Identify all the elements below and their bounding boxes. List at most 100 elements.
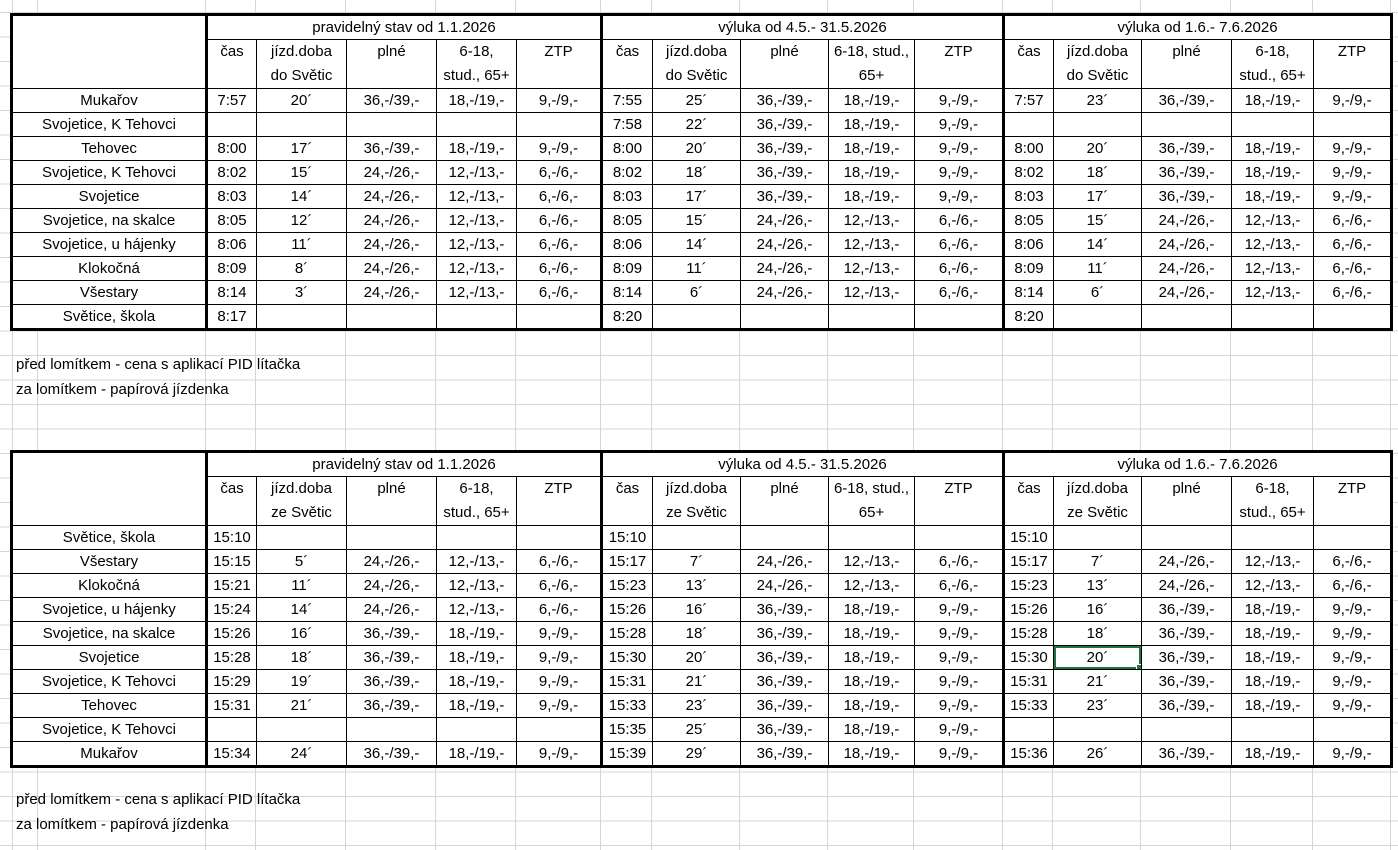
table-cell[interactable]: 21´ [652,669,741,694]
table-cell[interactable]: 15:17 [600,549,653,574]
section-title[interactable]: výluka od 4.5.- 31.5.2026 [600,451,1004,477]
station-cell[interactable]: Mukařov [11,741,207,767]
table-cell[interactable]: 9,-/9,- [516,741,602,767]
table-cell[interactable] [1002,112,1054,137]
table-cell[interactable] [256,525,347,550]
table-cell[interactable]: 36,-/39,- [740,741,829,767]
column-header-cell[interactable]: jízd.doba ze Světic [1053,476,1142,526]
note-line[interactable]: před lomítkem - cena s aplikací PID líta… [16,356,301,373]
station-cell[interactable]: Svojetice, u hájenky [11,597,207,622]
table-cell[interactable]: 18,-/19,- [436,621,517,646]
table-cell[interactable]: 26´ [1053,741,1142,767]
table-cell[interactable]: 24,-/26,- [740,280,829,305]
table-cell[interactable]: 36,-/39,- [740,693,829,718]
table-cell[interactable]: 12,-/13,- [436,549,517,574]
table-cell[interactable]: 18,-/19,- [436,693,517,718]
table-cell[interactable]: 21´ [256,693,347,718]
table-cell[interactable]: 8:02 [1002,160,1054,185]
table-cell[interactable]: 15:28 [1002,621,1054,646]
table-cell[interactable]: 12,-/13,- [436,184,517,209]
table-cell[interactable]: 11´ [652,256,741,281]
table-cell[interactable] [828,304,915,330]
table-cell[interactable]: 36,-/39,- [1141,741,1232,767]
table-cell[interactable]: 16´ [1053,597,1142,622]
station-cell[interactable]: Mukařov [11,88,207,113]
table-cell[interactable]: 24,-/26,- [740,573,829,598]
table-cell[interactable]: 17´ [1053,184,1142,209]
table-cell[interactable]: 6,-/6,- [516,208,602,233]
table-cell[interactable]: 36,-/39,- [346,645,437,670]
table-cell[interactable]: 8:09 [205,256,257,281]
table-cell[interactable]: 21´ [1053,669,1142,694]
table-cell[interactable]: 18,-/19,- [436,645,517,670]
table-cell[interactable]: 9,-/9,- [914,693,1004,718]
table-cell[interactable]: 8:05 [600,208,653,233]
table-cell[interactable]: 36,-/39,- [1141,621,1232,646]
station-cell[interactable]: Svojetice, K Tehovci [11,160,207,185]
table-cell[interactable]: 36,-/39,- [1141,184,1232,209]
table-cell[interactable]: 6,-/6,- [914,280,1004,305]
section-title[interactable]: výluka od 1.6.- 7.6.2026 [1002,14,1392,40]
table-cell[interactable]: 8:05 [205,208,257,233]
table-cell[interactable]: 6,-/6,- [516,184,602,209]
table-cell[interactable] [1313,304,1392,330]
column-header-cell[interactable]: 6-18, stud., 65+ [436,476,517,526]
table-cell[interactable]: 36,-/39,- [740,645,829,670]
table-cell[interactable]: 15:30 [1002,645,1054,670]
station-cell[interactable]: Svojetice, K Tehovci [11,669,207,694]
section-title[interactable]: pravidelný stav od 1.1.2026 [205,451,602,477]
table-cell[interactable]: 24,-/26,- [1141,208,1232,233]
station-cell[interactable]: Svojetice [11,184,207,209]
table-cell[interactable] [436,304,517,330]
column-header-cell[interactable]: čas [205,476,257,526]
station-cell[interactable]: Světice, škola [11,525,207,550]
table-cell[interactable]: 16´ [256,621,347,646]
table-cell[interactable]: 9,-/9,- [914,621,1004,646]
table-cell[interactable]: 9,-/9,- [914,112,1004,137]
table-cell[interactable]: 17´ [652,184,741,209]
table-cell[interactable]: 15:21 [205,573,257,598]
table-cell[interactable]: 7´ [1053,549,1142,574]
table-cell[interactable] [1141,304,1232,330]
table-cell[interactable]: 12,-/13,- [1231,549,1314,574]
table-cell[interactable]: 36,-/39,- [1141,693,1232,718]
table-cell[interactable]: 18´ [652,160,741,185]
table-cell[interactable] [516,717,602,742]
column-header-cell[interactable]: jízd.doba ze Světic [256,476,347,526]
table-cell[interactable]: 18,-/19,- [828,160,915,185]
note-line[interactable]: za lomítkem - papírová jízdenka [16,381,229,398]
table-cell[interactable]: 8:14 [205,280,257,305]
column-header-cell[interactable]: ZTP [914,476,1004,526]
table-cell[interactable]: 15:39 [600,741,653,767]
table-cell[interactable]: 16´ [652,597,741,622]
table-cell[interactable]: 24,-/26,- [740,208,829,233]
column-header-cell[interactable]: ZTP [516,39,602,89]
table-cell[interactable]: 24,-/26,- [1141,549,1232,574]
table-cell[interactable]: 18,-/19,- [1231,597,1314,622]
table-cell[interactable]: 15:26 [600,597,653,622]
note-line[interactable]: před lomítkem - cena s aplikací PID líta… [16,791,301,808]
table-cell[interactable]: 36,-/39,- [346,693,437,718]
table-cell[interactable]: 24,-/26,- [1141,256,1232,281]
table-cell[interactable]: 24,-/26,- [346,208,437,233]
table-cell[interactable]: 9,-/9,- [914,645,1004,670]
column-header-cell[interactable]: 6-18, stud., 65+ [1231,39,1314,89]
table-cell[interactable]: 8:03 [600,184,653,209]
table-cell[interactable]: 36,-/39,- [346,741,437,767]
section-title[interactable]: výluka od 4.5.- 31.5.2026 [600,14,1004,40]
table-cell[interactable] [256,717,347,742]
table-cell[interactable]: 24,-/26,- [346,573,437,598]
table-cell[interactable]: 12,-/13,- [436,597,517,622]
table-cell[interactable]: 7´ [652,549,741,574]
table-cell[interactable]: 9,-/9,- [516,693,602,718]
table-cell[interactable]: 8:00 [600,136,653,161]
column-header-cell[interactable]: čas [600,476,653,526]
table-cell[interactable]: 14´ [256,184,347,209]
table-cell[interactable]: 12,-/13,- [828,573,915,598]
table-cell[interactable]: 18,-/19,- [828,645,915,670]
table-cell[interactable] [1313,717,1392,742]
table-cell[interactable]: 15:15 [205,549,257,574]
table-cell[interactable]: 24,-/26,- [740,232,829,257]
table-cell[interactable]: 18,-/19,- [828,621,915,646]
station-cell[interactable]: Klokočná [11,256,207,281]
